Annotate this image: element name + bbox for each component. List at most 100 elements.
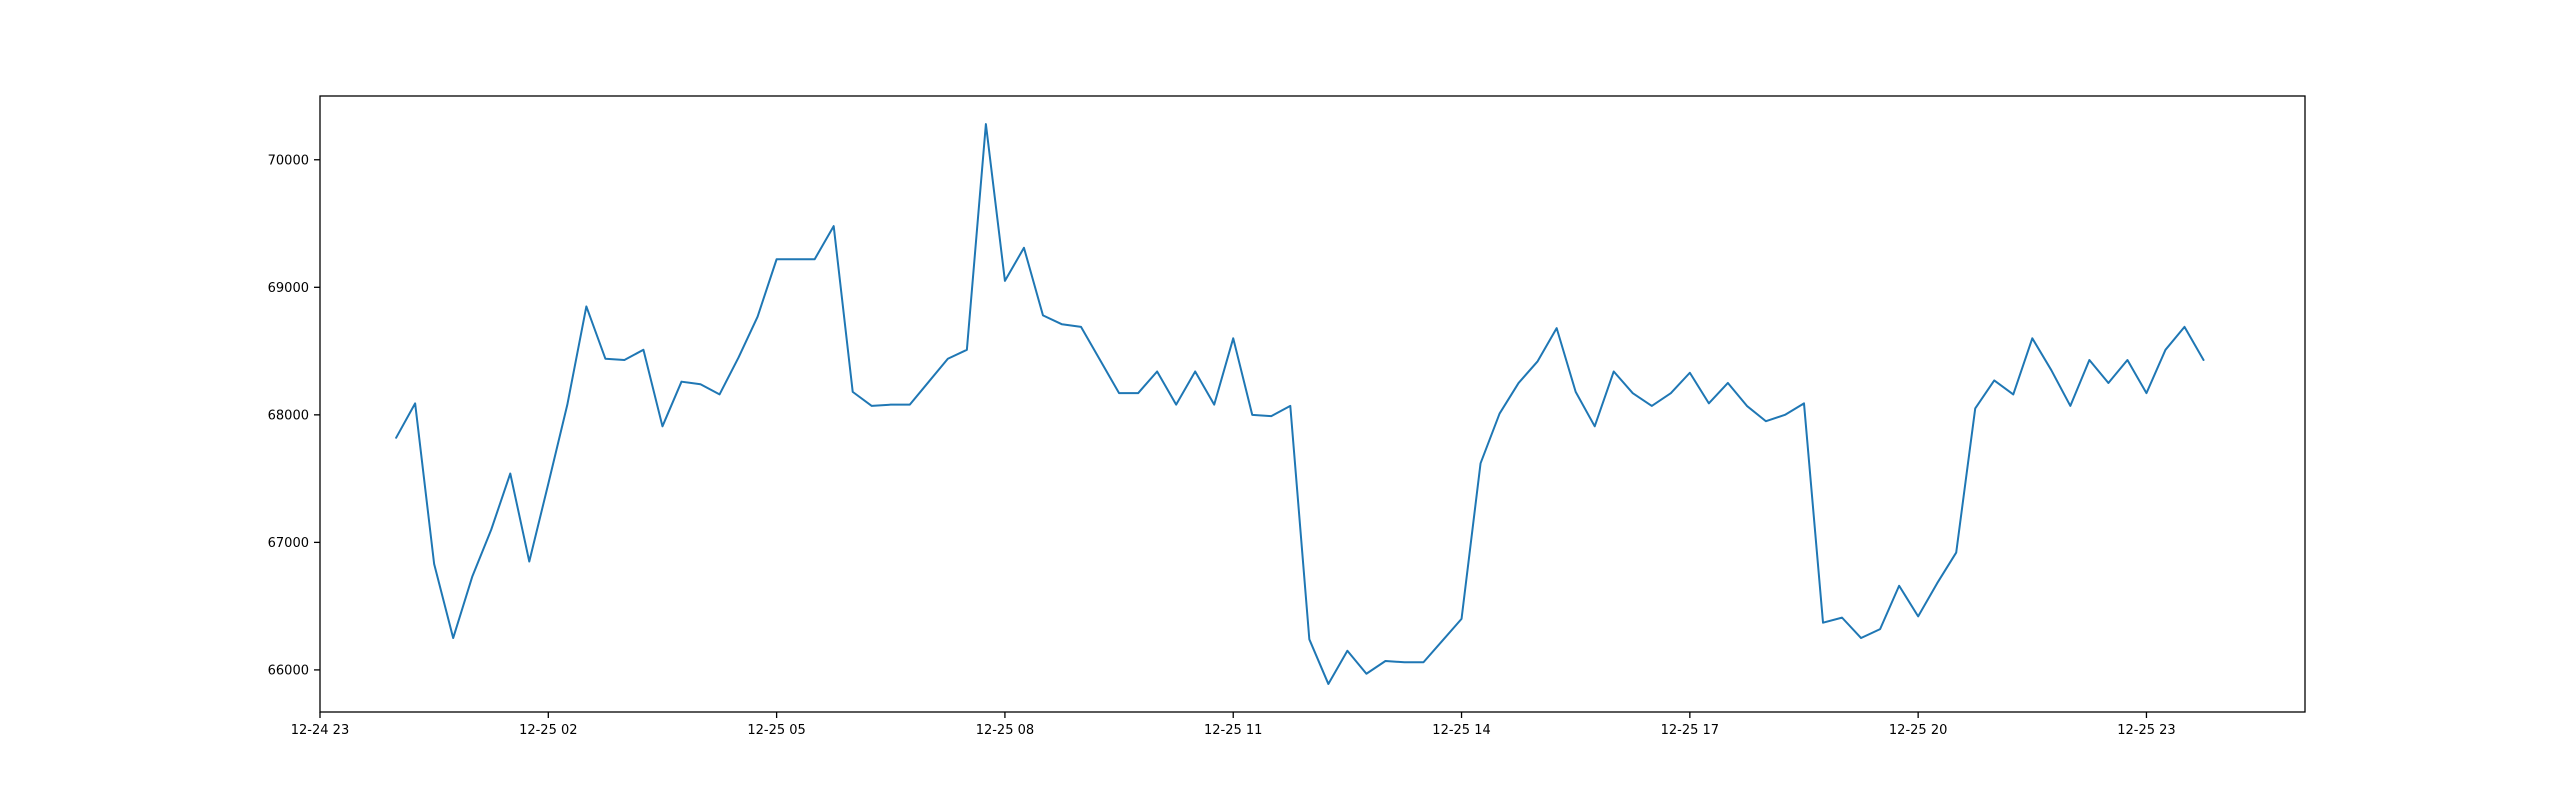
y-axis: 66000 67000 68000 69000 70000: [268, 153, 320, 678]
data-point: [433, 563, 436, 566]
data-point: [1498, 412, 1501, 415]
data-point: [1365, 672, 1368, 675]
data-point: [1022, 246, 1025, 249]
data-point: [908, 403, 911, 406]
data-point: [604, 357, 607, 360]
y-tick-label: 70000: [268, 153, 309, 168]
x-tick-label: 12-24 23: [291, 723, 349, 738]
data-point: [870, 404, 873, 407]
data-point: [471, 575, 474, 578]
data-point: [699, 383, 702, 386]
data-point: [1860, 637, 1863, 640]
data-point: [1517, 381, 1520, 384]
data-point: [585, 305, 588, 308]
data-point: [1061, 323, 1064, 326]
data-point: [509, 472, 512, 475]
data-point: [737, 356, 740, 359]
data-point: [1213, 403, 1216, 406]
data-point: [1422, 661, 1425, 664]
data-point: [1898, 584, 1901, 587]
data-point: [832, 225, 835, 228]
data-point: [965, 348, 968, 351]
data-point: [889, 403, 892, 406]
data-point: [1118, 392, 1121, 395]
data-point: [1631, 392, 1634, 395]
data-point: [718, 393, 721, 396]
data-point: [566, 403, 569, 406]
data-point: [1974, 407, 1977, 410]
x-axis: 12-24 23 12-25 02 12-25 05 12-25 08 12-25 11…: [291, 712, 2176, 738]
data-point: [395, 436, 398, 439]
data-point: [547, 482, 550, 485]
x-tick-label: 12-25 17: [1661, 723, 1719, 738]
data-point: [1688, 371, 1691, 374]
data-point: [1099, 359, 1102, 362]
data-point: [927, 380, 930, 383]
data-point: [1764, 420, 1767, 423]
data-point: [756, 315, 759, 318]
data-point: [1003, 279, 1006, 282]
data-point: [1041, 314, 1044, 317]
data-point: [1289, 404, 1292, 407]
data-point: [414, 402, 417, 405]
data-point: [1327, 682, 1330, 685]
axes-frame: [319, 95, 2306, 713]
data-point: [1194, 370, 1197, 373]
data-point: [2183, 325, 2186, 328]
data-point: [1574, 390, 1577, 393]
y-tick-label: 67000: [268, 536, 309, 551]
data-point: [1555, 327, 1558, 330]
data-point: [1802, 402, 1805, 405]
data-point: [528, 560, 531, 563]
data-point: [813, 258, 816, 261]
data-point: [1156, 370, 1159, 373]
data-point: [680, 380, 683, 383]
data-point: [1308, 638, 1311, 641]
data-point: [1841, 616, 1844, 619]
data-point: [2126, 359, 2129, 362]
data-point: [775, 258, 778, 261]
data-point: [1936, 582, 1939, 585]
data-point: [642, 348, 645, 351]
data-point: [1232, 337, 1235, 340]
data-point: [2031, 337, 2034, 340]
data-point: [1175, 403, 1178, 406]
data-point: [1441, 639, 1444, 642]
data-point: [1460, 617, 1463, 620]
x-tick-label: 12-25 23: [2117, 723, 2175, 738]
x-tick-label: 12-25 08: [976, 723, 1034, 738]
series-line-0: [395, 123, 2205, 685]
data-point: [946, 357, 949, 360]
data-point: [1593, 425, 1596, 428]
data-point: [1536, 360, 1539, 363]
data-point: [1384, 659, 1387, 662]
data-point: [1822, 621, 1825, 624]
x-tick-label: 12-25 20: [1889, 723, 1947, 738]
data-point: [2145, 392, 2148, 395]
x-tick-label: 12-25 02: [519, 723, 577, 738]
data-point: [1479, 462, 1482, 465]
data-point: [1726, 381, 1729, 384]
data-point: [2107, 381, 2110, 384]
y-tick-label: 66000: [268, 663, 309, 678]
data-point: [1917, 615, 1920, 618]
data-point: [1270, 415, 1273, 418]
data-point: [1879, 628, 1882, 631]
data-point: [2164, 348, 2167, 351]
y-tick-label: 68000: [268, 408, 309, 423]
data-point: [1612, 370, 1615, 373]
data-point: [1650, 404, 1653, 407]
data-point: [1080, 325, 1083, 328]
data-point: [1783, 413, 1786, 416]
x-tick-label: 12-25 14: [1432, 723, 1490, 738]
data-point: [2012, 393, 2015, 396]
data-point: [984, 123, 987, 126]
data-point: [2088, 359, 2091, 362]
data-point: [1137, 392, 1140, 395]
plot-area: [395, 123, 2205, 685]
x-tick-label: 12-25 05: [747, 723, 805, 738]
x-tick-label: 12-25 11: [1204, 723, 1262, 738]
data-point: [2050, 369, 2053, 372]
